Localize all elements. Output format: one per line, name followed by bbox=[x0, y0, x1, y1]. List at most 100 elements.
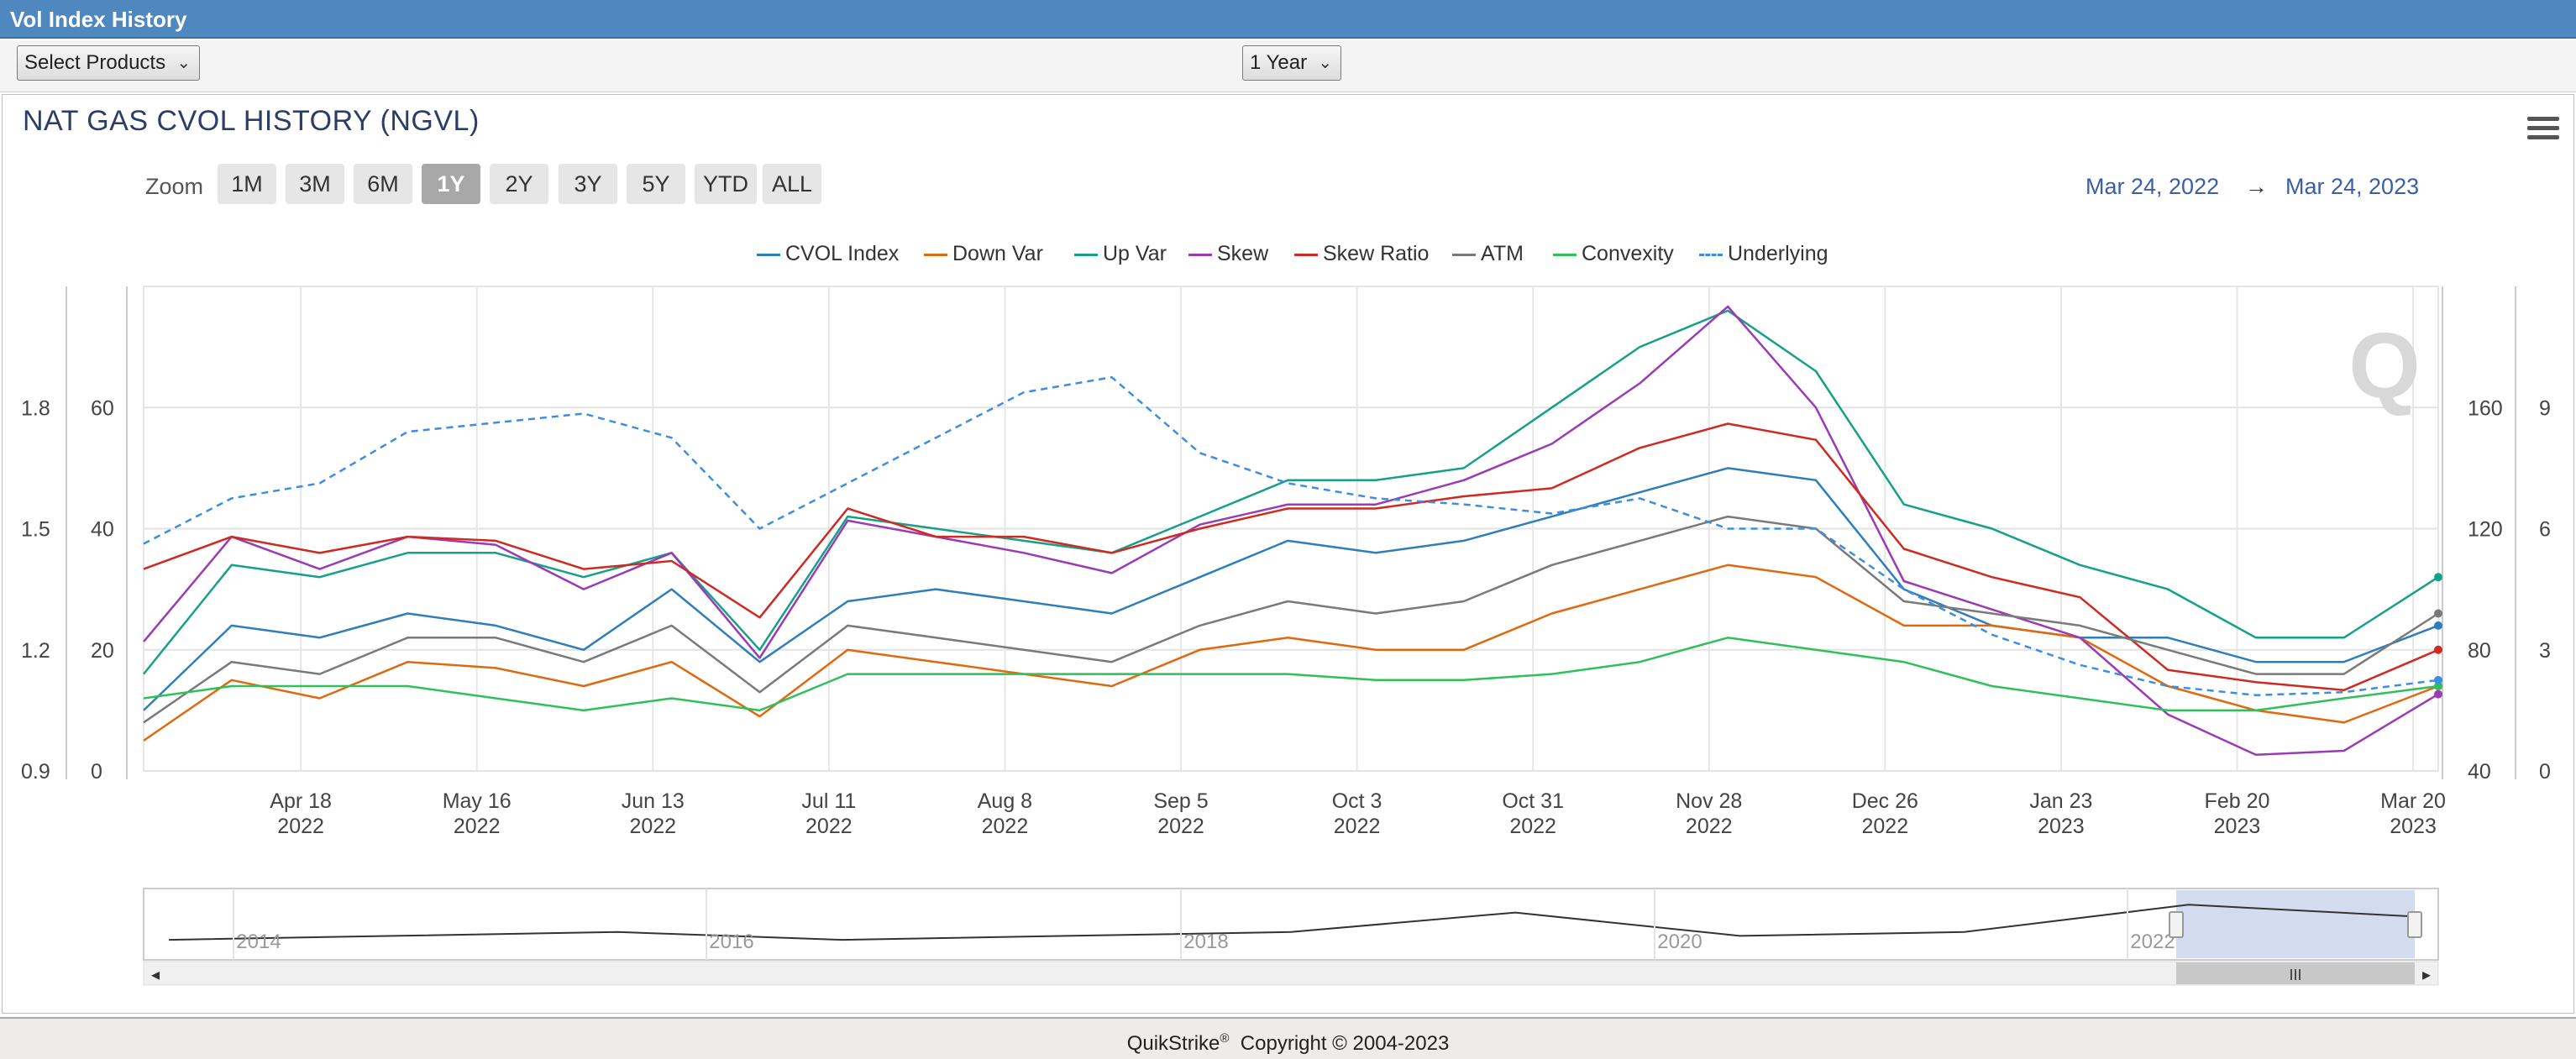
x-tick-label: Oct 3 bbox=[1332, 789, 1382, 813]
x-tick-label: Jan 23 bbox=[2029, 789, 2092, 813]
x-tick-year-label: 2022 bbox=[629, 815, 676, 838]
window-title: Vol Index History bbox=[0, 0, 2576, 39]
legend-item-upvar[interactable]: Up Var bbox=[1074, 242, 1167, 266]
zoom-button-5y[interactable]: 5Y bbox=[627, 164, 685, 204]
x-tick-label: Aug 8 bbox=[978, 789, 1032, 813]
y-tick-label-right-inner: 120 bbox=[2468, 518, 2503, 542]
legend-label: CVOL Index bbox=[785, 242, 900, 265]
navigator-year-label: 2020 bbox=[1657, 931, 1702, 953]
y-tick-label-right-outer: 6 bbox=[2539, 518, 2551, 542]
zoom-label: Zoom bbox=[145, 174, 204, 199]
series-end-marker-upvar bbox=[2434, 573, 2442, 582]
series-line-skew bbox=[143, 305, 2439, 757]
x-tick-label: Oct 31 bbox=[1502, 789, 1564, 813]
navigator-handle[interactable] bbox=[2169, 911, 2184, 938]
series-end-marker-underlying bbox=[2434, 675, 2442, 684]
series-end-marker-skewratio bbox=[2434, 645, 2442, 654]
navigator-year-label: 2022 bbox=[2130, 931, 2175, 953]
legend-item-underlying[interactable]: Underlying bbox=[1699, 242, 1828, 266]
series-line-skewratio bbox=[143, 422, 2439, 692]
x-tick-year-label: 2023 bbox=[2390, 815, 2437, 838]
range-to[interactable]: Mar 24, 2023 bbox=[2285, 174, 2420, 199]
y-tick-label-left-outer: 1.2 bbox=[21, 639, 50, 663]
scrollbar-thumb[interactable] bbox=[2176, 962, 2415, 984]
navigator-year-label: 2014 bbox=[236, 931, 281, 953]
zoom-button-3m[interactable]: 3M bbox=[286, 164, 344, 204]
navigator-frame bbox=[143, 888, 2439, 961]
series-line-upvar bbox=[143, 309, 2439, 675]
y-tick-label-left-outer: 1.8 bbox=[21, 396, 50, 420]
legend-label: Up Var bbox=[1103, 242, 1167, 265]
x-tick-label: Dec 26 bbox=[1852, 789, 1918, 813]
period-label: 1 Year bbox=[1250, 51, 1308, 74]
x-tick-year-label: 2022 bbox=[1509, 815, 1556, 838]
legend-item-skewratio[interactable]: Skew Ratio bbox=[1294, 242, 1429, 266]
zoom-button-1y[interactable]: 1Y bbox=[422, 164, 480, 204]
series-line-convexity bbox=[143, 637, 2439, 712]
select-products-dropdown[interactable]: Select Products ⌄ bbox=[17, 45, 201, 81]
x-tick-year-label: 2022 bbox=[277, 815, 324, 838]
navigator-year-label: 2018 bbox=[1183, 931, 1228, 953]
series-line-underlying bbox=[143, 375, 2439, 697]
legend-item-atm[interactable]: ATM bbox=[1452, 242, 1524, 266]
x-tick-year-label: 2022 bbox=[454, 815, 501, 838]
scrollbar-track bbox=[143, 961, 2439, 986]
legend-label: Down Var bbox=[952, 242, 1043, 265]
y-tick-label-right-inner: 40 bbox=[2468, 760, 2491, 784]
zoom-button-2y[interactable]: 2Y bbox=[490, 164, 548, 204]
legend-label: Convexity bbox=[1582, 242, 1674, 265]
x-tick-label: May 16 bbox=[443, 789, 512, 813]
legend-label: Underlying bbox=[1728, 242, 1828, 265]
footer: QuikStrike® Copyright © 2004-2023 bbox=[0, 1017, 2576, 1059]
y-tick-label-left-inner: 60 bbox=[91, 396, 114, 420]
zoom-button-3y[interactable]: 3Y bbox=[559, 164, 617, 204]
x-tick-year-label: 2023 bbox=[2214, 815, 2261, 838]
y-tick-label-right-outer: 9 bbox=[2539, 396, 2551, 420]
legend-label: ATM bbox=[1481, 242, 1524, 265]
x-tick-year-label: 2022 bbox=[1686, 815, 1733, 838]
legend-item-downvar[interactable]: Down Var bbox=[924, 242, 1043, 266]
legend-item-skew[interactable]: Skew bbox=[1188, 242, 1268, 266]
hamburger-menu-icon[interactable] bbox=[2527, 117, 2559, 145]
legend-swatch bbox=[1294, 253, 1318, 256]
legend-swatch bbox=[1553, 253, 1577, 256]
legend-item-cvol[interactable]: CVOL Index bbox=[757, 242, 899, 266]
legend-item-convexity[interactable]: Convexity bbox=[1553, 242, 1674, 266]
chart-title: NAT GAS CVOL HISTORY (NGVL) bbox=[23, 105, 480, 137]
y-tick-label-left-inner: 20 bbox=[91, 639, 114, 663]
x-tick-year-label: 2022 bbox=[1157, 815, 1204, 838]
x-tick-year-label: 2022 bbox=[1334, 815, 1381, 838]
series-end-marker-convexity bbox=[2434, 682, 2442, 691]
legend-swatch bbox=[1452, 253, 1476, 256]
navigator-year-label: 2016 bbox=[709, 931, 753, 953]
zoom-button-1m[interactable]: 1M bbox=[218, 164, 276, 204]
chevron-down-icon: ⌄ bbox=[176, 54, 191, 72]
legend-swatch bbox=[924, 253, 947, 256]
chart-panel: NAT GAS CVOL HISTORY (NGVL) Zoom 1M 3M 6M 1… bbox=[2, 94, 2574, 1014]
legend-label: Skew Ratio bbox=[1323, 242, 1430, 265]
range-from[interactable]: Mar 24, 2022 bbox=[2085, 174, 2220, 199]
x-tick-year-label: 2022 bbox=[982, 815, 1029, 838]
zoom-button-ytd[interactable]: YTD bbox=[695, 164, 757, 204]
x-tick-label: Mar 20 bbox=[2380, 789, 2446, 813]
period-dropdown[interactable]: 1 Year ⌄ bbox=[1242, 45, 1342, 81]
series-line-atm bbox=[143, 515, 2439, 724]
series-end-marker-atm bbox=[2434, 609, 2442, 618]
select-products-label: Select Products bbox=[24, 51, 166, 74]
y-tick-label-right-outer: 3 bbox=[2539, 639, 2551, 663]
range-arrow: → bbox=[2245, 174, 2268, 199]
x-tick-year-label: 2023 bbox=[2038, 815, 2085, 838]
scroll-left-arrow-icon[interactable]: ◂ bbox=[151, 964, 160, 984]
zoom-button-all[interactable]: ALL bbox=[763, 164, 821, 204]
navigator-handle[interactable] bbox=[2407, 911, 2422, 938]
scroll-right-arrow-icon[interactable]: ▸ bbox=[2422, 964, 2431, 984]
x-tick-year-label: 2022 bbox=[1862, 815, 1909, 838]
x-tick-year-label: 2022 bbox=[805, 815, 853, 838]
x-tick-label: Feb 20 bbox=[2205, 789, 2270, 813]
y-tick-label-left-inner: 40 bbox=[91, 518, 114, 542]
watermark-logo: Q bbox=[2348, 314, 2421, 417]
y-tick-label-right-outer: 0 bbox=[2539, 760, 2551, 784]
x-tick-label: Apr 18 bbox=[270, 789, 332, 813]
zoom-button-6m[interactable]: 6M bbox=[354, 164, 412, 204]
